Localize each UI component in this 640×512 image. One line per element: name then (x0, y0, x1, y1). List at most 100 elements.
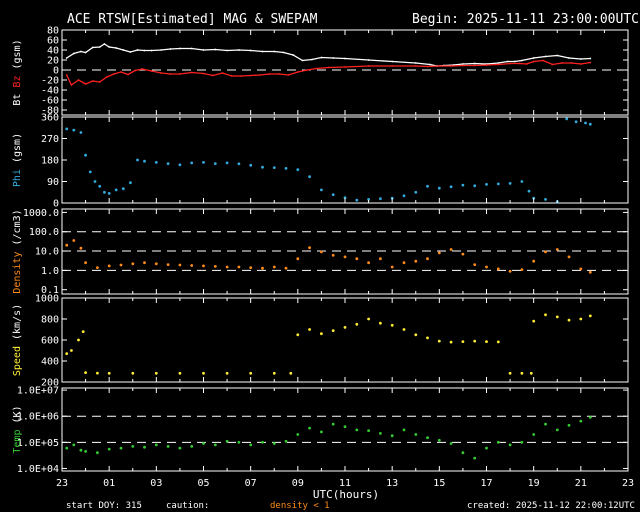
speed-point (343, 326, 347, 329)
x-tick-label: 01 (103, 478, 115, 489)
phi-point (143, 159, 146, 163)
density-point (308, 246, 311, 250)
temp-point (107, 447, 111, 451)
speed-point (289, 371, 293, 375)
speed-point (296, 333, 300, 337)
density-point (178, 263, 182, 267)
bz-point (485, 64, 488, 66)
y-tick-label: 0.1 (41, 285, 59, 296)
density-point (261, 266, 264, 270)
bt-point (521, 59, 523, 62)
density-point (414, 259, 418, 263)
phi-point (343, 196, 347, 200)
temp-point (272, 442, 276, 445)
density-point (225, 265, 229, 269)
phi-point (154, 161, 158, 164)
time-axis: 23 01 03 05 07 09 11 13 15 17 19 21 23 (56, 478, 634, 489)
bt-point (292, 54, 294, 56)
temp-point (154, 443, 158, 447)
speed-point (449, 340, 453, 344)
bz-point (551, 63, 554, 66)
density-point (390, 265, 394, 269)
phi-point (65, 127, 69, 131)
bt-point (579, 58, 582, 60)
y-tick-label: 60 (47, 36, 59, 47)
bz-point (134, 69, 137, 72)
speed-point (65, 352, 69, 355)
bt-point (65, 57, 68, 59)
bz-point (438, 65, 441, 67)
temp-point (202, 442, 205, 445)
speed-point (272, 371, 276, 375)
speed-point (414, 333, 418, 337)
phi-point (402, 194, 406, 198)
temp-point (213, 443, 217, 447)
density-point (520, 268, 524, 271)
speed-point (77, 338, 80, 342)
y-tick-label: 80 (47, 26, 59, 37)
x-tick-label: 23 (622, 478, 634, 489)
y-axis-label: Speed (km/s) (12, 304, 23, 376)
temp-point (437, 438, 441, 442)
phi-point (544, 198, 547, 201)
temp-point (225, 439, 229, 443)
x-tick-label: 03 (150, 478, 162, 489)
density-point (166, 263, 170, 266)
density-point (79, 246, 83, 250)
bt-point (103, 43, 106, 45)
density-point (84, 261, 87, 265)
bz-point (179, 73, 181, 75)
temp-point (426, 436, 429, 440)
series-bz (65, 59, 592, 86)
speed-point (131, 371, 135, 375)
temp-point (79, 448, 83, 452)
bz-point (278, 73, 280, 75)
phi-point (107, 192, 111, 195)
bt-point (589, 57, 592, 60)
y-tick-label: -60 (41, 96, 59, 107)
y-tick-label: 600 (41, 336, 59, 347)
x-tick-label: 05 (197, 478, 209, 489)
phi-point (136, 158, 139, 162)
bz-point (169, 73, 172, 75)
phi-point (449, 185, 453, 189)
speed-point (249, 371, 253, 375)
bt-point (169, 48, 172, 50)
density-point (119, 263, 123, 267)
speed-point (320, 332, 323, 336)
phi-point (527, 189, 531, 193)
temp-point (143, 445, 146, 449)
speed-point (355, 322, 359, 326)
bz-point (249, 74, 252, 77)
temp-point (473, 456, 477, 460)
caution-label: caution: (166, 501, 209, 511)
bt-point (115, 47, 118, 49)
speed-point (473, 339, 477, 343)
phi-point (461, 183, 465, 187)
density-point (296, 257, 300, 261)
density-point (237, 265, 241, 269)
y-axis-label-part: Temp (12, 430, 23, 454)
bt-point (568, 57, 570, 59)
y-axis-label: Phi (gsm) (12, 133, 23, 187)
phi-point (79, 131, 83, 134)
temp-point (496, 440, 500, 444)
phi-point (237, 162, 241, 166)
density-point (343, 255, 347, 259)
phi-point (584, 121, 587, 125)
temp-point (544, 422, 547, 426)
bt-point (214, 48, 217, 51)
bz-point (113, 73, 115, 75)
x-tick-label: 09 (292, 478, 304, 489)
x-tick-label: 19 (528, 478, 540, 489)
y-axis-label-part: (gsm) (12, 133, 23, 169)
bt-point (143, 49, 146, 52)
bz-point (190, 71, 193, 74)
bt-point (226, 49, 229, 52)
bz-point (579, 63, 582, 65)
phi-point (93, 180, 97, 183)
y-axis-label-part: Phi (12, 169, 23, 187)
bz-point (240, 75, 243, 77)
bt-point (429, 63, 431, 66)
